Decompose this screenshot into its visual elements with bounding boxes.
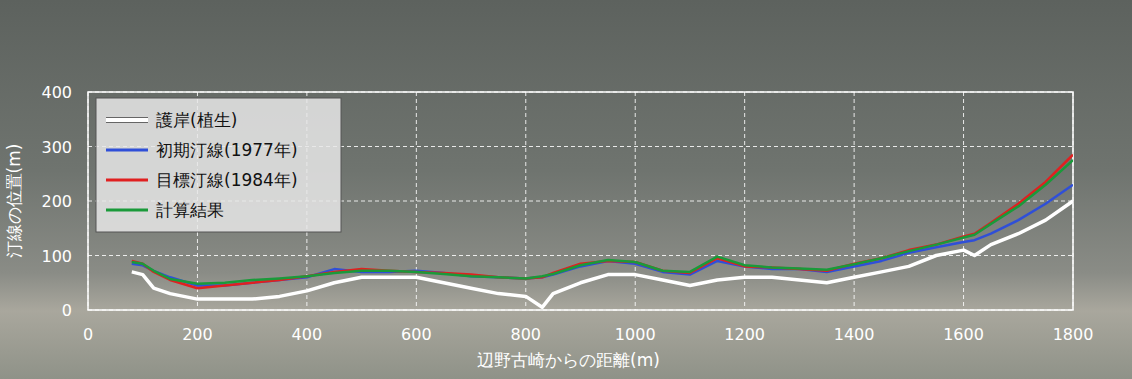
y-tick-label: 100 <box>41 247 72 266</box>
x-tick-label: 200 <box>182 325 213 344</box>
legend-label: 護岸(植生) <box>156 110 237 130</box>
legend-swatch <box>106 209 148 212</box>
y-tick-label: 300 <box>41 138 72 157</box>
x-tick-label: 1400 <box>834 325 875 344</box>
legend-label: 計算結果 <box>156 200 224 220</box>
x-tick-label: 1600 <box>943 325 984 344</box>
x-tick-label: 1200 <box>724 325 765 344</box>
legend-label: 目標汀線(1984年) <box>156 170 298 190</box>
legend-swatch-outline <box>106 117 148 123</box>
legend-swatch <box>106 118 148 122</box>
x-tick-label: 400 <box>292 325 323 344</box>
y-tick-label: 0 <box>62 301 72 320</box>
grid-line-y <box>88 255 1073 256</box>
y-axis-label: 汀線の位置(m) <box>4 144 24 259</box>
x-tick-label: 800 <box>511 325 542 344</box>
x-tick-label: 1000 <box>615 325 656 344</box>
legend-label: 初期汀線(1977年) <box>156 140 298 160</box>
legend: 護岸(植生) 初期汀線(1977年) 目標汀線(1984年) 計算結果 <box>96 98 341 232</box>
legend-swatch <box>106 179 148 182</box>
x-axis-label: 辺野古崎からの距離(m) <box>477 350 660 370</box>
y-tick-label: 400 <box>41 83 72 102</box>
x-tick-label: 1800 <box>1053 325 1094 344</box>
x-tick-label: 600 <box>401 325 432 344</box>
legend-box <box>96 98 341 232</box>
plot-frame <box>88 92 1073 310</box>
y-tick-label: 200 <box>41 192 72 211</box>
x-tick-label: 0 <box>83 325 93 344</box>
legend-swatch <box>106 149 148 152</box>
